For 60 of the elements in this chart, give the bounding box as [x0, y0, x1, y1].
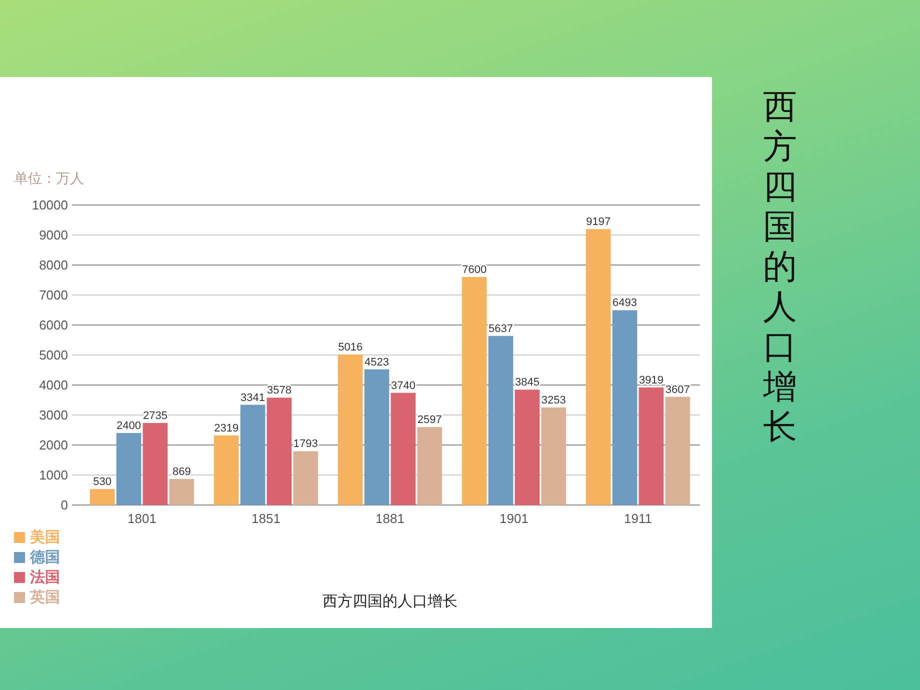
bar — [462, 277, 487, 505]
bar — [541, 407, 566, 505]
y-tick-label: 7000 — [39, 288, 68, 303]
bar — [514, 390, 540, 505]
data-label: 869 — [172, 466, 191, 478]
legend-label: 英国 — [29, 589, 60, 606]
data-label: 5637 — [488, 322, 514, 335]
data-label: 3341 — [240, 392, 266, 404]
y-axis-title: 单位：万人 — [14, 170, 84, 186]
bar — [90, 489, 115, 505]
bar — [364, 369, 390, 505]
bar — [390, 392, 416, 505]
y-tick-label: 6000 — [39, 318, 68, 333]
bar — [116, 433, 142, 505]
x-tick-label: 1851 — [252, 511, 280, 526]
y-tick-label: 0 — [60, 498, 68, 513]
y-tick-label: 3000 — [39, 408, 68, 423]
y-tick-label: 8000 — [39, 258, 68, 273]
bar — [293, 451, 318, 505]
bar — [488, 336, 514, 505]
data-label: 2597 — [417, 414, 442, 426]
bar — [214, 435, 239, 505]
bar — [612, 310, 638, 505]
x-tick-label: 1901 — [500, 511, 528, 526]
bar — [417, 427, 442, 505]
data-label: 9197 — [586, 216, 611, 228]
data-label: 2319 — [214, 422, 239, 434]
x-tick-label: 1881 — [376, 511, 404, 526]
data-label: 5016 — [338, 342, 363, 354]
y-tick-label: 2000 — [39, 438, 68, 453]
y-tick-label: 9000 — [39, 228, 68, 243]
y-tick-label: 5000 — [39, 348, 68, 363]
bar — [665, 396, 690, 505]
legend-label: 德国 — [29, 549, 60, 566]
bar — [142, 422, 168, 505]
y-tick-label: 4000 — [39, 378, 68, 393]
x-tick-label: 1801 — [128, 511, 156, 526]
y-tick-label: 10000 — [32, 198, 68, 213]
bar — [586, 229, 611, 505]
data-label: 3607 — [665, 384, 690, 396]
bar — [240, 404, 266, 505]
y-tick-label: 1000 — [39, 468, 68, 483]
bar — [266, 398, 292, 505]
data-label: 530 — [93, 476, 112, 488]
data-label: 2735 — [142, 410, 168, 422]
data-label: 3919 — [638, 374, 664, 386]
bar — [638, 387, 664, 505]
data-label: 3253 — [541, 394, 566, 406]
chart-title: 西方四国的人口增长 — [763, 87, 797, 447]
bar — [169, 478, 194, 505]
data-label: 7600 — [462, 264, 487, 276]
data-label: 4523 — [364, 356, 390, 368]
legend-label: 美国 — [29, 528, 60, 546]
text: 西方四国的人口增长 — [322, 592, 458, 610]
bar — [338, 354, 363, 505]
x-tick-label: 1911 — [624, 511, 652, 526]
data-label: 6493 — [612, 297, 638, 310]
data-label: 3578 — [266, 384, 292, 397]
data-label: 2400 — [116, 420, 142, 432]
legend-label: 法国 — [29, 569, 60, 586]
